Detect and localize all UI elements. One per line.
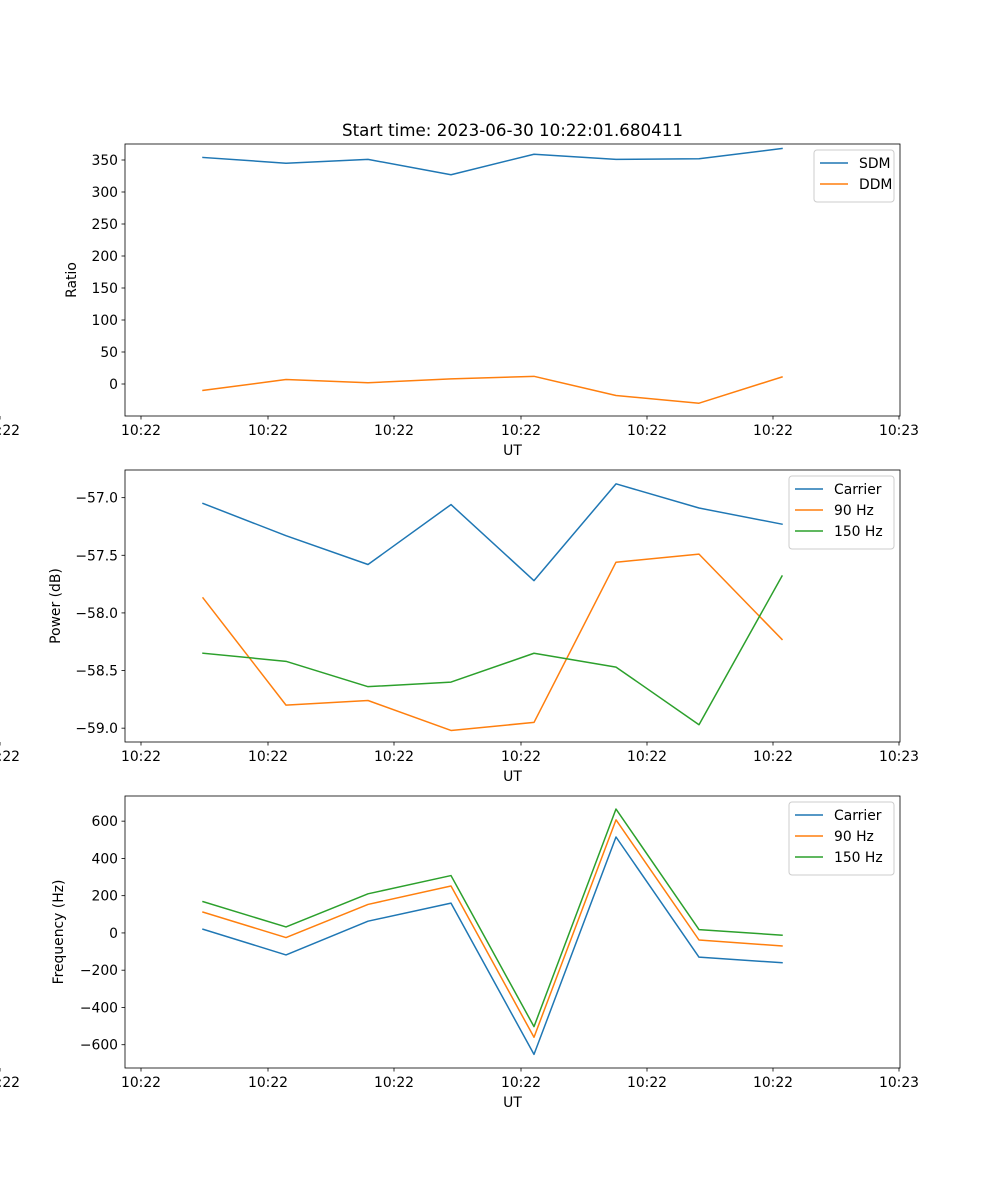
legend: Carrier 90 Hz 150 Hz [788, 801, 895, 876]
legend-label: 90 Hz [834, 829, 874, 845]
series-line-carrier [202, 836, 783, 1056]
x-tick-label: 10:22 [248, 423, 288, 439]
y-tick-label: 250 [91, 217, 118, 233]
y-axis-label: Power (dB) [48, 568, 64, 644]
x-tick-label: 10:22 [627, 423, 667, 439]
x-tick-label: 10:22 [753, 423, 793, 439]
x-tick-label: 10:22 [0, 749, 20, 765]
y-tick-label: 0 [109, 926, 118, 942]
x-tick-label: 10:22 [501, 749, 541, 765]
y-tick-label: 200 [91, 249, 118, 265]
legend-label: SDM [859, 156, 891, 172]
y-tick-label: −58.0 [75, 606, 118, 622]
series-line-sdm [202, 147, 783, 176]
legend-label: 90 Hz [834, 503, 874, 519]
legend: SDM DDM [813, 149, 895, 203]
y-tick-label: 150 [91, 281, 118, 297]
y-axis-label: Ratio [64, 262, 80, 298]
y-axis-label: Frequency (Hz) [51, 880, 67, 985]
x-tick-label: 10:22 [248, 1075, 288, 1091]
series-line-ddm [202, 375, 783, 404]
x-tick-label: 10:22 [374, 749, 414, 765]
x-tick-label: 10:22 [627, 1075, 667, 1091]
x-tick-label: 10:22 [501, 1075, 541, 1091]
legend-label: DDM [859, 177, 892, 193]
legend-label: Carrier [834, 808, 882, 824]
x-tick-label: 10:22 [753, 1075, 793, 1091]
x-tick-label: 10:22 [374, 423, 414, 439]
x-tick-label: 10:22 [627, 749, 667, 765]
power-panel: 10:22 10:22 10:22 10:22 10:22 10:22 10:22 10:23… [0, 469, 919, 785]
x-tick-label: 10:22 [753, 749, 793, 765]
y-tick-label: −59.0 [75, 721, 118, 737]
y-tick-label: 0 [109, 377, 118, 393]
y-tick-label: 200 [91, 889, 118, 905]
y-tick-label: 50 [100, 345, 118, 361]
axes-frame [124, 795, 901, 1069]
y-tick-label: 100 [91, 313, 118, 329]
legend-label: Carrier [834, 482, 882, 498]
x-tick-label: 10:22 [374, 1075, 414, 1091]
series-line-150-hz [202, 808, 783, 1028]
y-tick-label: −57.0 [75, 491, 118, 507]
frequency-panel: 10:22 10:22 10:22 10:22 10:22 10:22 10:22 10:23… [0, 795, 919, 1111]
axes-frame [124, 143, 901, 417]
x-tick-label: 10:22 [248, 749, 288, 765]
y-tick-label: 600 [91, 814, 118, 830]
x-tick-label: 10:23 [879, 1075, 919, 1091]
x-axis-label: UT [503, 1095, 522, 1111]
y-tick-label: 300 [91, 185, 118, 201]
series-line-150-hz [202, 575, 784, 726]
legend-label: 150 Hz [834, 524, 883, 540]
y-tick-label: 400 [91, 851, 118, 867]
x-axis-label: UT [503, 769, 522, 785]
x-axis-label: UT [503, 443, 522, 459]
x-tick-label: 10:22 [0, 1075, 20, 1091]
x-tick-label: 10:22 [121, 423, 161, 439]
axes-frame [124, 469, 901, 743]
x-tick-label: 10:23 [879, 423, 919, 439]
y-tick-label: −58.5 [75, 664, 118, 680]
y-tick-label: 350 [91, 153, 118, 169]
y-tick-label: −57.5 [75, 548, 118, 564]
x-tick-label: 10:23 [879, 749, 919, 765]
legend: Carrier 90 Hz 150 Hz [788, 475, 895, 550]
y-tick-label: −400 [80, 1000, 118, 1016]
ratio-panel: 10:22 10:22 10:22 10:22 10:22 10:22 10:22 10:23… [0, 143, 919, 459]
x-tick-label: 10:22 [121, 749, 161, 765]
x-tick-label: 10:22 [501, 423, 541, 439]
y-tick-label: −600 [80, 1038, 118, 1054]
chart-title: Start time: 2023-06-30 10:22:01.680411 [342, 120, 683, 140]
x-tick-label: 10:22 [121, 1075, 161, 1091]
series-line-90-hz [201, 553, 784, 732]
series-line-carrier [202, 483, 783, 582]
x-tick-label: 10:22 [0, 423, 20, 439]
y-tick-label: −200 [80, 963, 118, 979]
series-line-90-hz [202, 819, 783, 1039]
legend-label: 150 Hz [834, 850, 883, 866]
